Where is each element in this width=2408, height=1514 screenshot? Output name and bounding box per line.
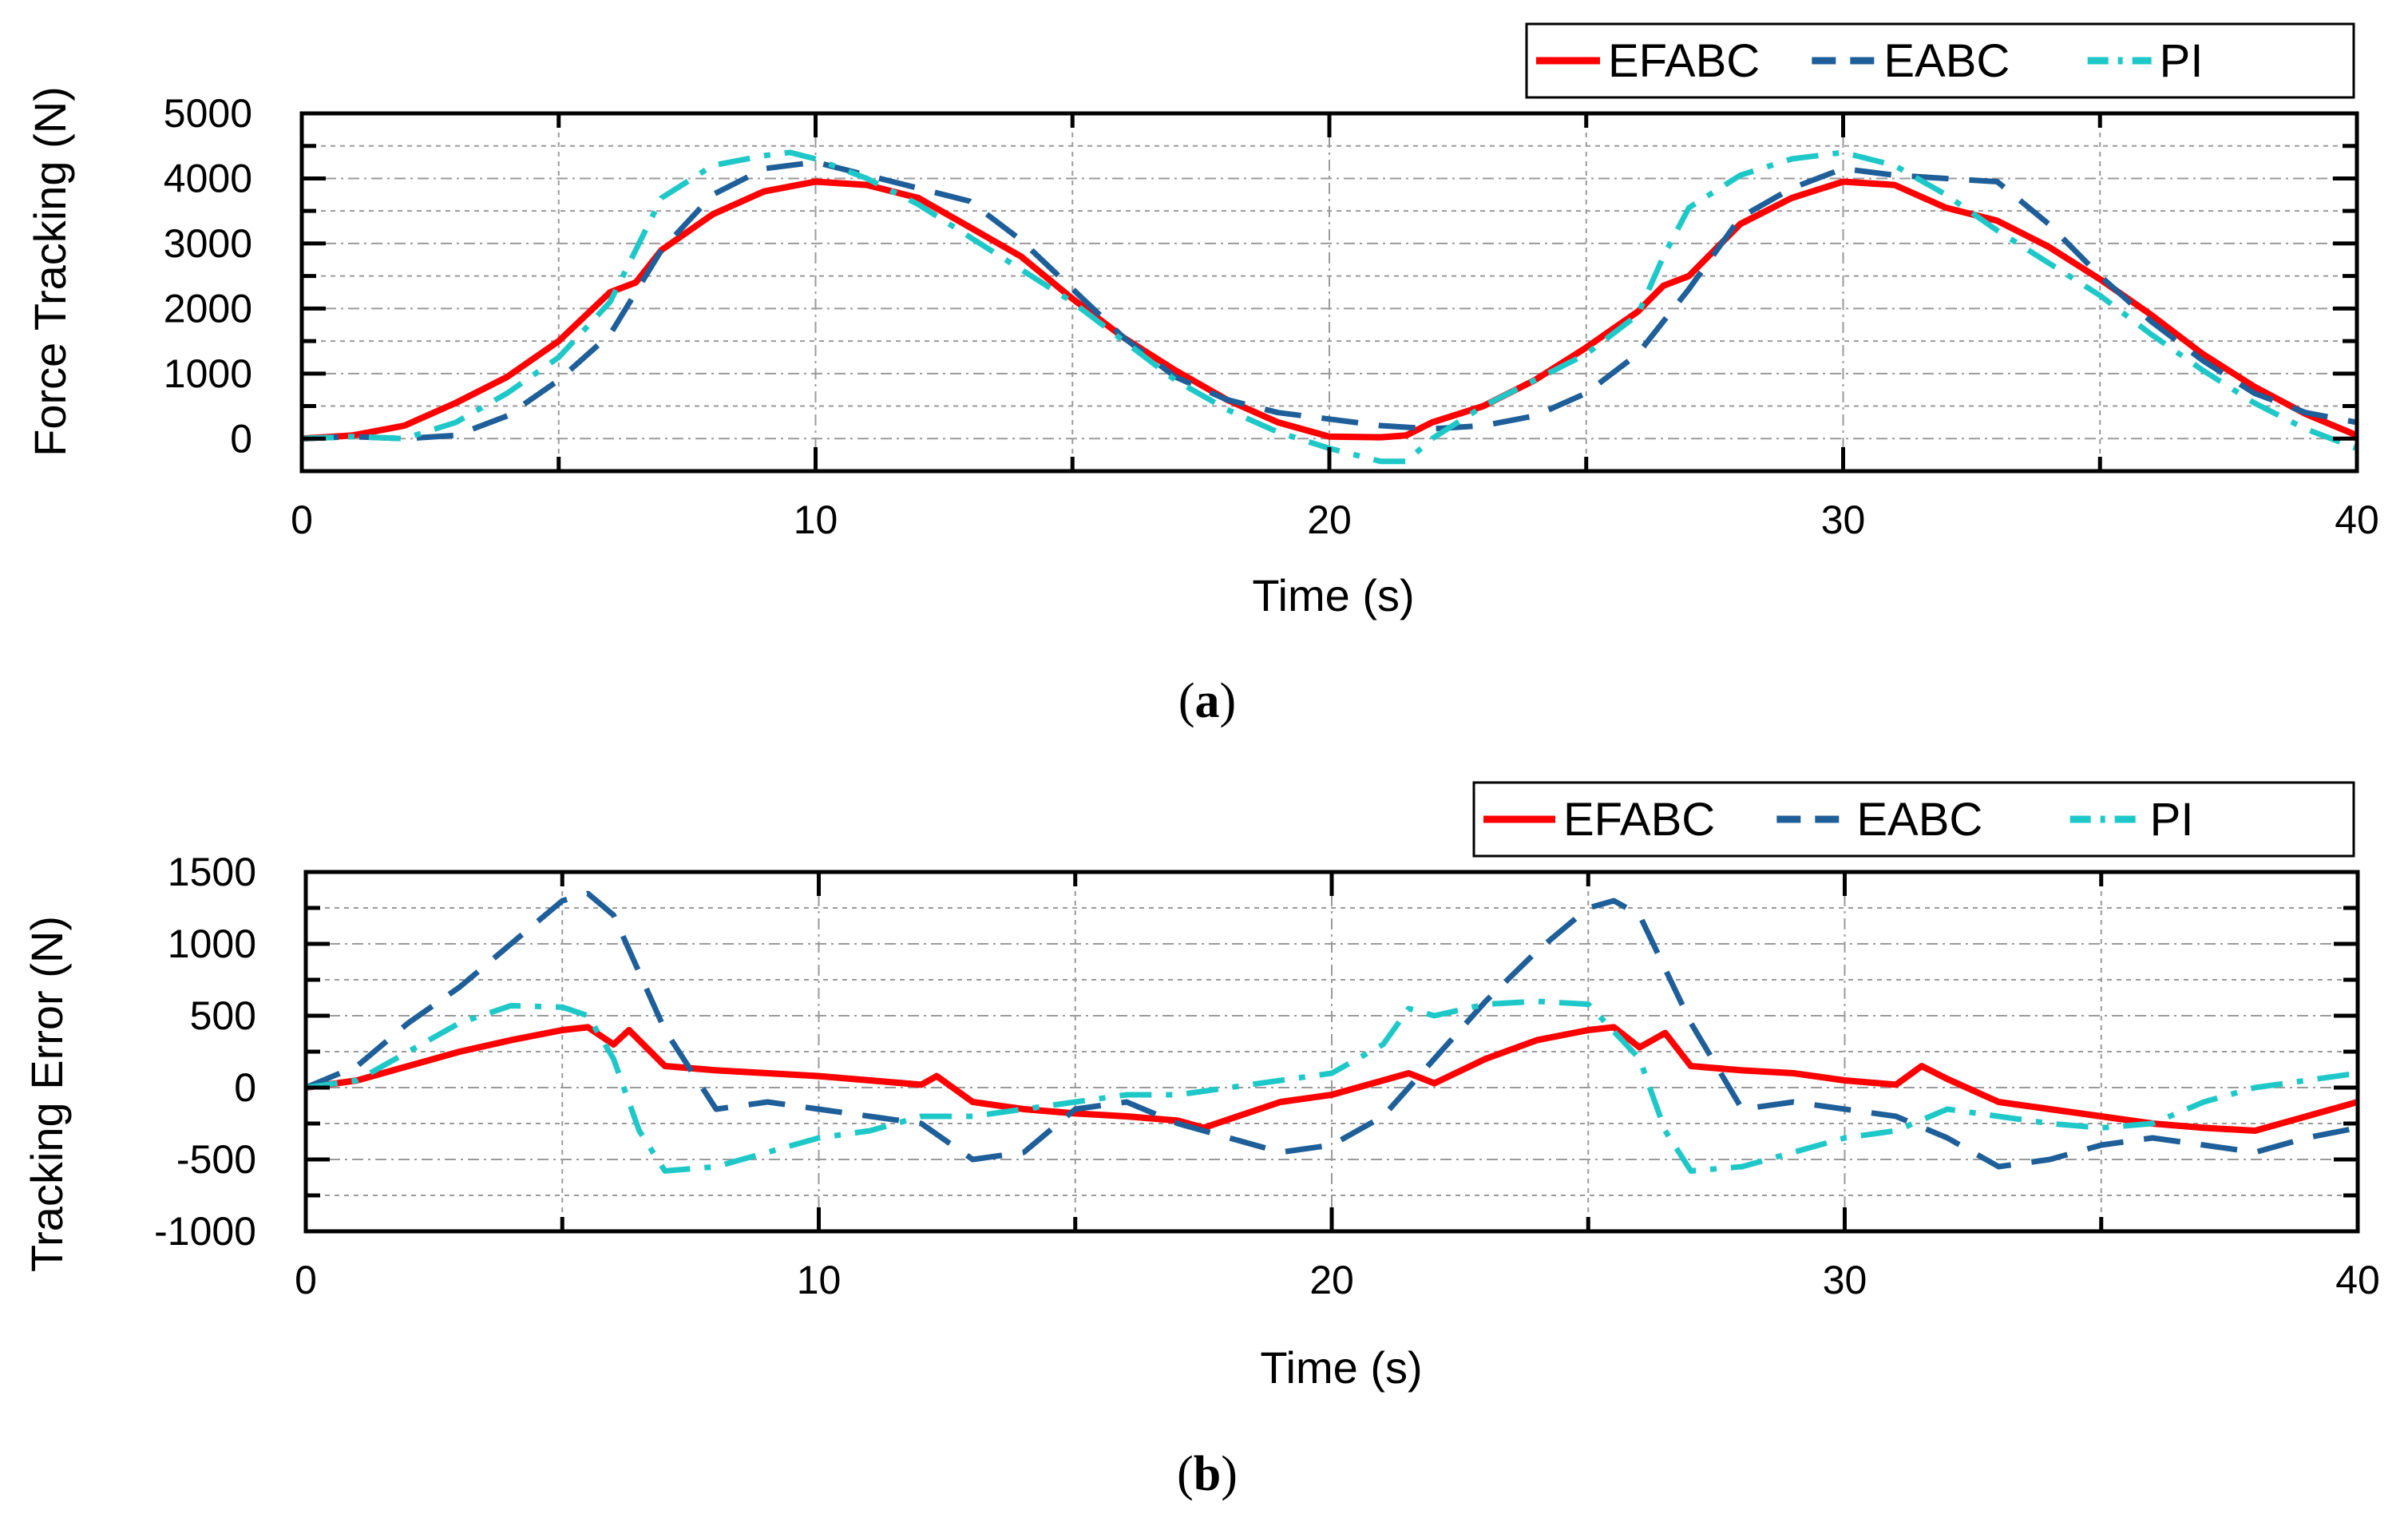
x-axis-label-b: Time (s) (1260, 1342, 1422, 1393)
y-tick-label: 500 (190, 993, 256, 1038)
legend-box (1525, 22, 2355, 99)
y-tick-label: 1500 (168, 850, 256, 894)
legend-label-pi: PI (2150, 794, 2194, 846)
y-tick-label: 1000 (168, 921, 256, 966)
legend-a: EFABC EABC PI (1525, 22, 2355, 99)
caption-a-letter: a (1195, 674, 1220, 728)
x-tick-label: 20 (1307, 497, 1352, 542)
legend-label-efabc: EFABC (1608, 35, 1760, 87)
x-tick-label: 0 (291, 497, 313, 542)
legend-b: EFABC EABC PI (1472, 781, 2355, 858)
x-tick-label: 20 (1309, 1258, 1354, 1302)
x-axis-label-a: Time (s) (1252, 570, 1414, 620)
series-line-efabc (306, 1024, 2358, 1134)
series-line-eabc (306, 890, 2358, 1170)
y-tick-label: 3000 (164, 221, 252, 266)
y-tick-label: 2000 (164, 286, 252, 331)
legend-label-pi: PI (2160, 35, 2204, 87)
tick-labels-a: 0 10 20 30 40 0 1000 2000 3000 4000 5000 (164, 91, 2379, 542)
y-tick-label: 1000 (164, 351, 252, 396)
grid-b (306, 872, 2358, 1231)
y-tick-label: 0 (234, 1065, 256, 1110)
series-line-pi (306, 998, 2358, 1174)
series-line-eabc (302, 159, 2357, 442)
legend-box (1472, 781, 2355, 858)
legend-label-efabc: EFABC (1563, 794, 1715, 846)
y-tick-label: 5000 (164, 91, 252, 136)
legend-label-eabc: EABC (1856, 794, 1982, 846)
tick-labels-b: 0 10 20 30 40 -1000 -500 0 500 1000 1500 (154, 850, 2380, 1302)
caption-b: (b) (1177, 1447, 1238, 1501)
caption-a: (a) (1178, 674, 1236, 728)
x-tick-label: 30 (1821, 497, 1866, 542)
legend-label-eabc: EABC (1883, 35, 2010, 87)
y-axis-label-a: Force Tracking (N) (25, 86, 75, 457)
y-axis-label-b: Tracking Error (N) (22, 916, 72, 1272)
x-tick-label: 0 (295, 1258, 317, 1302)
caption-b-letter: b (1194, 1447, 1221, 1501)
x-tick-label: 40 (2335, 1258, 2380, 1302)
series-group-b (306, 890, 2358, 1174)
series-line-efabc (302, 178, 2357, 442)
y-tick-label: -1000 (154, 1209, 256, 1254)
ticks-b (303, 870, 2360, 1234)
x-tick-label: 10 (794, 497, 838, 542)
y-tick-label: 0 (230, 416, 252, 461)
y-tick-label: -500 (176, 1137, 256, 1182)
x-tick-label: 10 (797, 1258, 842, 1302)
ticks-a (299, 111, 2359, 474)
x-tick-label: 40 (2335, 497, 2379, 542)
y-tick-label: 4000 (164, 156, 252, 200)
x-tick-label: 30 (1823, 1258, 1867, 1302)
